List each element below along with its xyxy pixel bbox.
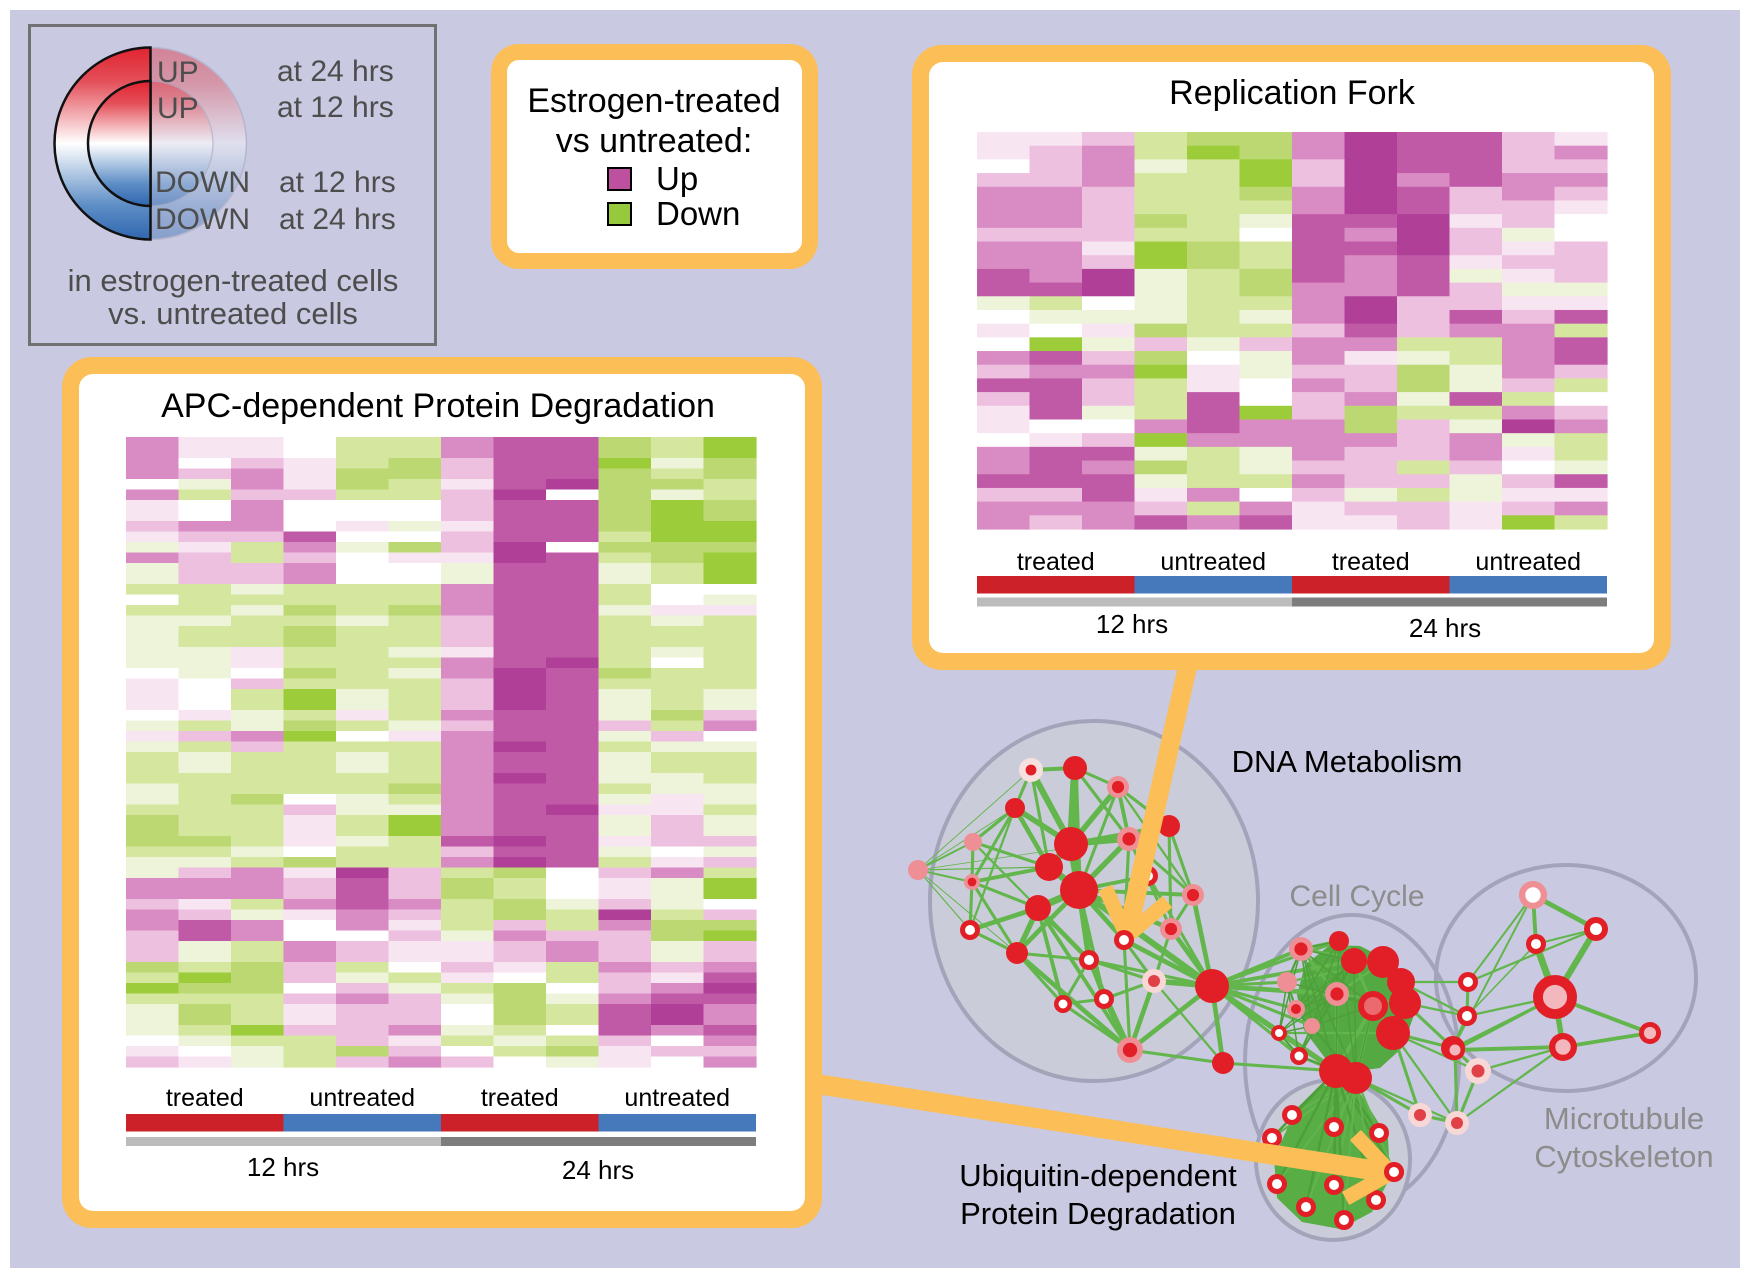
svg-text:UP: UP [157, 92, 199, 125]
svg-text:APC-dependent Protein Degradat: APC-dependent Protein Degradation [161, 387, 715, 425]
svg-text:Down: Down [656, 195, 740, 232]
svg-text:Microtubule: Microtubule [1544, 1101, 1704, 1136]
svg-text:at 24 hrs: at 24 hrs [277, 55, 394, 88]
svg-text:Cytoskeleton: Cytoskeleton [1534, 1139, 1713, 1174]
svg-text:at 24 hrs: at 24 hrs [279, 203, 396, 236]
svg-text:at 12 hrs: at 12 hrs [279, 166, 396, 199]
svg-text:treated: treated [481, 1084, 559, 1112]
svg-text:DOWN: DOWN [155, 166, 250, 199]
svg-text:untreated: untreated [624, 1084, 730, 1112]
svg-text:Protein Degradation: Protein Degradation [960, 1196, 1236, 1231]
svg-text:Replication Fork: Replication Fork [1169, 74, 1416, 112]
svg-text:untreated: untreated [309, 1084, 415, 1112]
svg-text:Estrogen-treated: Estrogen-treated [527, 82, 780, 120]
svg-text:treated: treated [1332, 548, 1410, 576]
svg-text:12 hrs: 12 hrs [1096, 609, 1168, 639]
svg-text:untreated: untreated [1475, 548, 1581, 576]
svg-text:treated: treated [166, 1084, 244, 1112]
svg-text:at 12 hrs: at 12 hrs [277, 91, 394, 124]
svg-text:Up: Up [656, 160, 698, 197]
svg-text:Cell Cycle: Cell Cycle [1289, 880, 1424, 913]
svg-text:DOWN: DOWN [155, 203, 250, 236]
svg-text:in estrogen-treated cells: in estrogen-treated cells [68, 263, 399, 298]
svg-text:vs untreated:: vs untreated: [556, 122, 753, 160]
svg-text:UP: UP [157, 56, 199, 89]
svg-text:treated: treated [1017, 548, 1095, 576]
svg-text:12 hrs: 12 hrs [247, 1152, 319, 1182]
svg-text:DNA Metabolism: DNA Metabolism [1232, 744, 1463, 779]
svg-text:24 hrs: 24 hrs [562, 1155, 634, 1185]
svg-text:untreated: untreated [1160, 548, 1266, 576]
svg-text:Ubiquitin-dependent: Ubiquitin-dependent [959, 1158, 1237, 1193]
svg-text:24 hrs: 24 hrs [1409, 613, 1481, 643]
svg-text:vs. untreated cells: vs. untreated cells [108, 296, 358, 331]
